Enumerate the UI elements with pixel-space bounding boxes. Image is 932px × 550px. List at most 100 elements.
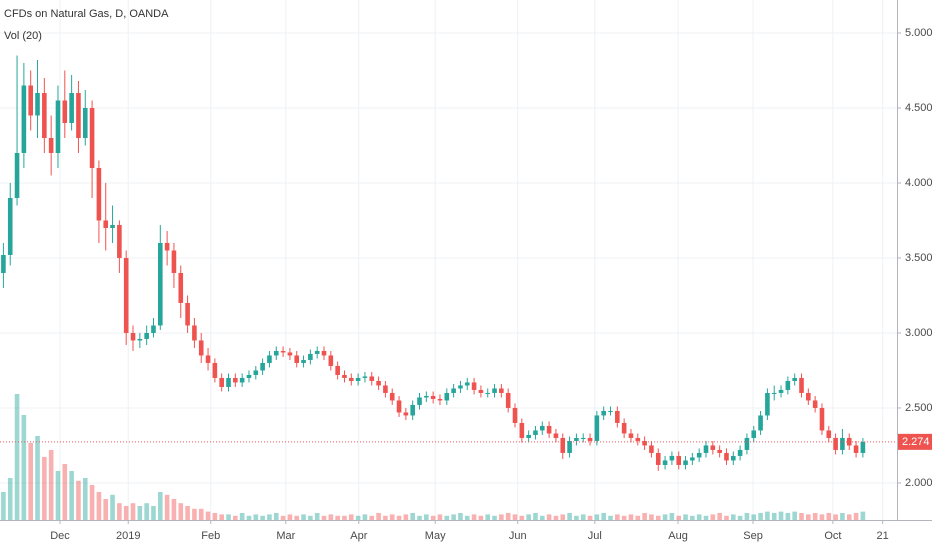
- candle-body: [294, 355, 300, 363]
- volume-bar: [321, 515, 327, 520]
- candle-body: [417, 397, 422, 405]
- volume-bar: [151, 506, 156, 520]
- volume-bar: [280, 515, 286, 520]
- volume-bar: [846, 514, 852, 520]
- volume-bar: [301, 514, 306, 520]
- volume-bar: [730, 514, 736, 520]
- x-tick-label: Jun: [509, 530, 527, 542]
- volume-bar: [226, 514, 231, 520]
- volume-bar: [246, 515, 252, 520]
- candle-body: [192, 325, 197, 341]
- volume-bar: [14, 394, 20, 520]
- candle-body: [430, 395, 436, 399]
- candle-body: [383, 385, 388, 393]
- candle-body: [437, 398, 443, 401]
- candle-body: [690, 457, 695, 461]
- candle-body: [42, 92, 47, 138]
- volume-bar: [233, 515, 238, 520]
- candle-body: [751, 430, 757, 438]
- volume-bar: [424, 514, 429, 520]
- volume-bar: [662, 514, 668, 520]
- volume-bar: [519, 515, 525, 520]
- volume-bar: [437, 514, 443, 520]
- candle-body: [7, 197, 13, 255]
- candle-body: [103, 220, 109, 228]
- candle-body: [826, 430, 832, 438]
- volume-bar: [553, 515, 559, 520]
- candle-body: [601, 410, 606, 416]
- candle-body: [219, 377, 224, 387]
- candle-body: [267, 355, 272, 363]
- candle-body: [389, 392, 395, 401]
- candle-body: [226, 377, 231, 387]
- candle-body: [273, 350, 279, 356]
- volume-bar: [737, 515, 743, 520]
- volume-bar: [403, 514, 409, 520]
- y-tick-label: 2.000: [905, 477, 932, 489]
- candle-body: [478, 389, 484, 393]
- volume-bar: [348, 514, 354, 520]
- candle-body: [676, 455, 682, 465]
- candle-body: [205, 355, 211, 363]
- volume-bar: [89, 485, 95, 520]
- candle-body: [662, 460, 668, 465]
- volume-bar: [144, 503, 149, 520]
- volume-bar: [669, 513, 675, 520]
- candle-body: [533, 430, 538, 435]
- y-tick-label: 3.000: [905, 327, 932, 339]
- candle-body: [137, 338, 143, 341]
- volume-bar: [164, 494, 170, 520]
- candle-body: [758, 415, 763, 431]
- volume-bar: [499, 514, 504, 520]
- volume-bar: [710, 514, 716, 520]
- candle-body: [376, 380, 381, 386]
- volume-bar: [123, 506, 129, 520]
- volume-bar: [103, 499, 109, 520]
- candle-body: [444, 392, 450, 401]
- candle-body: [335, 365, 340, 375]
- candle-body: [260, 362, 265, 371]
- volume-bar: [758, 513, 763, 520]
- candle-body: [860, 441, 866, 453]
- candle-body: [362, 376, 368, 378]
- candle-body: [35, 92, 40, 116]
- candle-body: [82, 107, 88, 138]
- candle-body: [703, 445, 709, 453]
- volume-bar: [376, 513, 381, 520]
- volume-bar: [539, 515, 545, 520]
- volume-bar: [369, 515, 375, 520]
- volume-bar: [655, 515, 661, 520]
- candle-body: [717, 449, 722, 453]
- candle-body: [76, 92, 81, 138]
- volume-bar: [799, 513, 804, 520]
- volume-bar: [48, 450, 54, 520]
- volume-bar: [649, 514, 654, 520]
- volume-bar: [260, 515, 265, 520]
- x-tick-label: Oct: [824, 530, 841, 542]
- candle-body: [158, 242, 163, 326]
- volume-bar: [212, 513, 218, 520]
- volume-bar: [567, 513, 572, 520]
- candle-body: [771, 392, 777, 394]
- x-tick-label: 21: [877, 530, 889, 542]
- candle-body: [833, 437, 838, 450]
- x-tick-label: Feb: [201, 530, 220, 542]
- volume-bar: [82, 478, 88, 520]
- candle-body: [21, 85, 27, 153]
- volume-bar: [608, 515, 613, 520]
- candle-body: [587, 437, 593, 441]
- volume-bar: [171, 499, 177, 520]
- volume-pane: [1, 394, 866, 520]
- last-price-label: 2.274: [902, 436, 930, 448]
- volume-bar: [410, 513, 415, 520]
- candle-body: [403, 412, 409, 416]
- candle-body: [458, 385, 463, 389]
- volume-bar: [42, 457, 47, 520]
- candle-body: [635, 437, 641, 441]
- candle-body: [853, 445, 859, 453]
- candle-body: [560, 437, 566, 453]
- volume-bar: [7, 478, 13, 520]
- volume-bar: [615, 514, 620, 520]
